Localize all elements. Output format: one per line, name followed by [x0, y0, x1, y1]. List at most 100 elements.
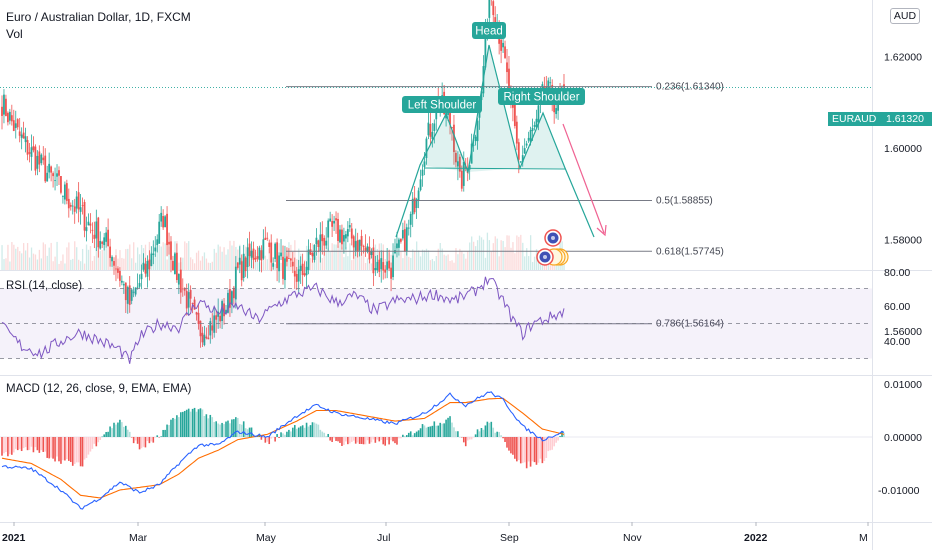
macd-histogram-bar [433, 421, 436, 437]
candle-body [223, 303, 225, 317]
macd-histogram-bar [128, 431, 131, 437]
macd-histogram-bar [462, 437, 465, 443]
time-tick-label: Jul [377, 532, 390, 544]
macd-histogram-bar [337, 437, 339, 442]
macd-label[interactable]: MACD (12, 26, close, 9, EMA, EMA) [6, 383, 192, 395]
candle-body [333, 220, 335, 224]
macd-histogram-bar [91, 437, 94, 449]
candle-body [535, 118, 538, 128]
candle-body [272, 263, 275, 267]
candle-body [168, 241, 170, 245]
candle-body [99, 241, 102, 249]
volume-bar [268, 248, 270, 270]
macd-histogram-bar [531, 437, 534, 462]
macd-histogram-bar [335, 437, 337, 441]
macd-histogram-bar [382, 437, 385, 445]
macd-histogram-bar [140, 437, 143, 449]
volume-bar [414, 250, 416, 270]
macd-histogram-bar [547, 437, 550, 452]
volume-bar [329, 252, 331, 270]
volume-bar [229, 240, 231, 270]
macd-histogram-bar [292, 427, 294, 437]
candle-body [103, 237, 106, 246]
macd-histogram-bar [225, 421, 227, 437]
macd-histogram-bar [478, 431, 481, 437]
candle-body [303, 273, 306, 276]
candle-body [262, 239, 265, 259]
macd-histogram-bar [472, 437, 475, 438]
candle-body [6, 112, 9, 123]
candle-body [166, 213, 168, 246]
candle-body [309, 249, 312, 255]
candle-body [134, 287, 137, 295]
candle-body [193, 299, 196, 310]
macd-tick-label: 0.01000 [884, 379, 922, 391]
volume-bar [160, 246, 162, 270]
macd-histogram-bar [87, 437, 90, 455]
macd-histogram-bar [272, 437, 274, 438]
macd-histogram-bar [557, 437, 559, 441]
candle-body [421, 169, 424, 176]
candle-body [386, 261, 389, 270]
candle-body [213, 315, 216, 333]
macd-histogram-bar [455, 431, 457, 437]
macd-histogram-bar [309, 425, 312, 437]
candle-body [234, 266, 237, 300]
candle-body [254, 257, 257, 260]
candle-body [144, 263, 147, 274]
candle-body [258, 247, 261, 260]
volume-bar [256, 261, 259, 270]
macd-histogram-bar [172, 417, 174, 437]
candle-body [130, 289, 133, 301]
candle-body [229, 289, 231, 308]
volume-bar [516, 235, 518, 270]
volume-bar [264, 255, 267, 270]
time-tick-label: May [256, 532, 277, 544]
macd-histogram-bar [451, 422, 453, 437]
macd-histogram-bar [115, 424, 117, 437]
macd-histogram-bar [339, 437, 341, 443]
volume-bar [321, 257, 323, 270]
macd-histogram-bar [162, 429, 164, 437]
rsi-label[interactable]: RSI (14, close) [6, 280, 83, 292]
macd-histogram-bar [237, 417, 239, 437]
volume-bar [140, 244, 143, 270]
macd-histogram-bar [66, 437, 68, 460]
candle-body [429, 123, 432, 137]
candle-body [209, 321, 212, 336]
candle-body [36, 155, 39, 169]
symbol-tag: EURAUD [832, 113, 877, 125]
candle-body [504, 46, 506, 58]
macd-histogram-bar [81, 437, 84, 467]
volume-bar [467, 251, 469, 270]
currency-badge[interactable]: AUD [890, 8, 920, 24]
candle-body [553, 101, 556, 113]
macd-histogram-bar [229, 423, 231, 437]
candle-body [335, 218, 337, 221]
candle-body [232, 287, 235, 299]
candle-body [537, 105, 540, 123]
macd-histogram-bar [111, 428, 113, 437]
candle-body [177, 273, 180, 285]
candle-body [431, 131, 434, 139]
macd-histogram-bar [150, 437, 153, 442]
candle-body [417, 190, 420, 201]
macd-histogram-bar [295, 428, 298, 437]
macd-histogram-bar [221, 422, 223, 437]
time-tick-label: Nov [623, 532, 642, 544]
candle-body [325, 240, 328, 246]
volume-bar [296, 259, 298, 270]
macd-histogram-bar [349, 437, 351, 444]
macd-histogram-bar [421, 424, 424, 437]
time-tick-label: 2021 [2, 532, 26, 544]
volume-bar [325, 243, 327, 270]
candle-body [152, 253, 155, 256]
candle-body [22, 132, 25, 139]
macd-histogram-bar [52, 437, 54, 459]
volume-bar [447, 254, 449, 270]
candle-body [77, 192, 80, 210]
volume-bar [473, 241, 475, 270]
macd-histogram-bar [266, 437, 269, 442]
